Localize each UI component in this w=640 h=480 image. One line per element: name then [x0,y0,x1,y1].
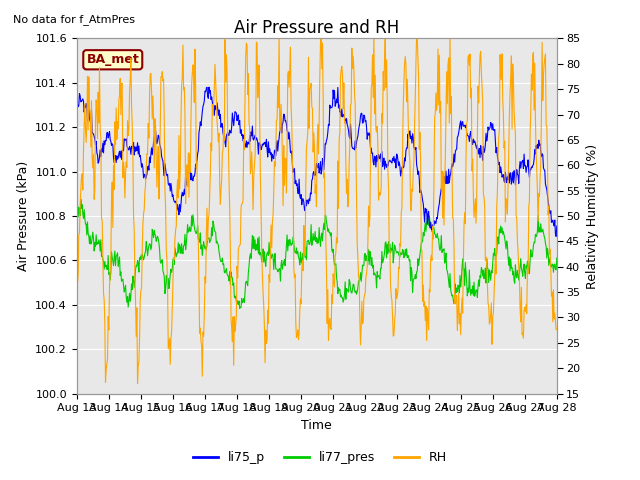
Y-axis label: Air Pressure (kPa): Air Pressure (kPa) [17,161,30,271]
Text: No data for f_AtmPres: No data for f_AtmPres [13,14,135,25]
Legend: li75_p, li77_pres, RH: li75_p, li77_pres, RH [188,446,452,469]
Title: Air Pressure and RH: Air Pressure and RH [234,19,399,37]
Y-axis label: Relativity Humidity (%): Relativity Humidity (%) [586,144,598,288]
Text: BA_met: BA_met [86,53,139,66]
X-axis label: Time: Time [301,419,332,432]
